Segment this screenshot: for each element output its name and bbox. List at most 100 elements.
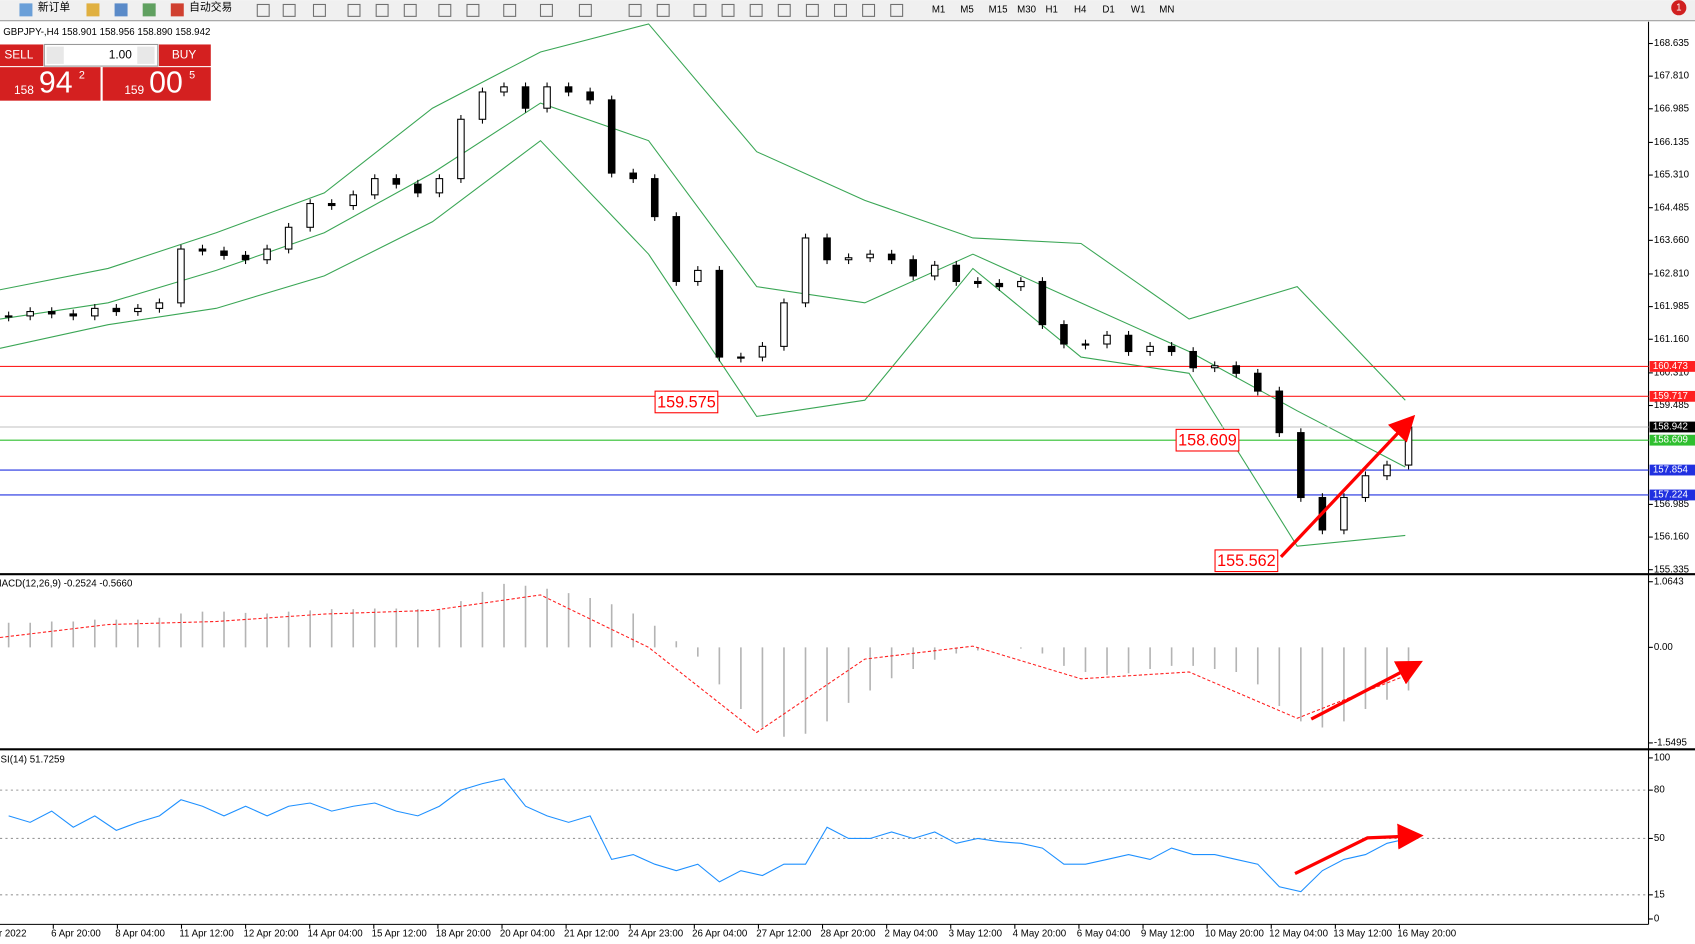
timeframe-button[interactable]: M30: [1017, 4, 1037, 15]
time-label: 10 May 20:00: [1205, 929, 1264, 940]
candle: [478, 91, 487, 120]
toolbar-icon[interactable]: [777, 3, 791, 17]
candle: [952, 264, 961, 283]
y-tick-label: 166.985: [1654, 103, 1689, 114]
toolbar-icon[interactable]: [862, 3, 876, 17]
toolbar-icon[interactable]: [749, 3, 763, 17]
time-label: 26 Apr 04:00: [692, 929, 748, 940]
notification-badge[interactable]: [1671, 0, 1687, 16]
timeframe-button[interactable]: MN: [1159, 4, 1174, 15]
timeframe-button[interactable]: W1: [1131, 4, 1146, 15]
candle: [1124, 334, 1133, 353]
new-order-button[interactable]: 新订单: [38, 0, 71, 14]
lots-increase[interactable]: [137, 46, 155, 64]
candle: [370, 178, 379, 196]
buy-label: BUY: [172, 47, 196, 61]
toolbar-icon[interactable]: [628, 3, 642, 17]
y-tick-label: 167.810: [1654, 71, 1690, 82]
buy-price[interactable]: [102, 67, 211, 101]
tool-icon[interactable]: [142, 3, 156, 17]
y-tick-label: 161.160: [1654, 334, 1690, 345]
candle: [1146, 345, 1154, 353]
toolbar-icon[interactable]: [403, 3, 417, 17]
timeframe-buttons: M1 M5 M15 M30 H1 H4 D1 W1 MN: [932, 4, 1175, 15]
timeframe-button[interactable]: D1: [1102, 4, 1114, 15]
lots-value[interactable]: 1.00: [109, 47, 133, 61]
y-tick-label: 163.660: [1654, 235, 1690, 246]
y-tick-label: 162.810: [1654, 269, 1690, 280]
candle: [69, 313, 78, 317]
tool-icon[interactable]: [86, 3, 100, 17]
badge-count: 1: [1676, 2, 1681, 13]
candle: [414, 183, 422, 194]
new-order-icon[interactable]: [19, 3, 33, 17]
buy-button[interactable]: [158, 44, 211, 67]
toolbar-icon[interactable]: [438, 3, 452, 17]
sell-button[interactable]: [0, 44, 44, 67]
candle: [844, 257, 853, 261]
candle: [1060, 324, 1068, 345]
time-label: Apr 2022: [0, 929, 26, 940]
price-tag-label: 158.609: [1653, 435, 1688, 446]
timeframe-button[interactable]: H1: [1046, 4, 1058, 15]
toolbar-icon[interactable]: [656, 3, 670, 17]
candle: [758, 345, 767, 358]
toolbar-icon[interactable]: [721, 3, 735, 17]
time-label: 13 May 12:00: [1333, 929, 1392, 940]
candle: [1297, 432, 1305, 499]
toolbar-icon[interactable]: [578, 3, 592, 17]
toolbar-icon[interactable]: [312, 3, 326, 17]
toolbar-icon[interactable]: [805, 3, 819, 17]
auto-trading-icon[interactable]: [170, 3, 184, 17]
lots-input[interactable]: [43, 43, 159, 67]
auto-trading-button[interactable]: 自动交易: [189, 0, 232, 14]
time-label: 12 Apr 20:00: [243, 929, 299, 940]
time-label: 28 Apr 20:00: [820, 929, 876, 940]
sell-price[interactable]: [0, 67, 101, 101]
candle: [909, 259, 917, 277]
candle: [435, 178, 444, 194]
toolbar-icon[interactable]: [466, 3, 480, 17]
toolbar-icon[interactable]: [282, 3, 296, 17]
candle: [887, 253, 896, 261]
candle: [780, 302, 788, 347]
toolbar-icon[interactable]: [503, 3, 517, 17]
candle: [4, 315, 13, 318]
timeframe-button[interactable]: H4: [1074, 4, 1087, 15]
tool-icon[interactable]: [114, 3, 128, 17]
toolbar-icon[interactable]: [833, 3, 847, 17]
toolbar-icon[interactable]: [539, 3, 553, 17]
time-label: 11 Apr 12:00: [179, 929, 234, 940]
timeframe-button[interactable]: M1: [932, 4, 946, 15]
candle: [629, 172, 637, 180]
time-label: 18 Apr 20:00: [436, 929, 492, 940]
ask-pips: 00: [149, 66, 183, 99]
time-label: 8 Apr 04:00: [115, 929, 165, 940]
one-click-panel: SELL 1.00 BUY 158 94 2 159 00 5: [0, 43, 211, 101]
timeframe-button[interactable]: M5: [960, 4, 974, 15]
candle: [392, 178, 401, 185]
macd-title: MACD(12,26,9) -0.2524 -0.5660: [0, 578, 133, 589]
time-label: 6 May 04:00: [1077, 929, 1131, 940]
toolbar-icon[interactable]: [890, 3, 904, 17]
candle: [263, 248, 271, 261]
y-tick-label: 160.310: [1654, 367, 1690, 378]
candle: [1017, 280, 1025, 288]
y-tick-label: 164.485: [1654, 202, 1689, 213]
trend-arrow: [1310, 660, 1423, 721]
sell-label: SELL: [4, 47, 33, 61]
toolbar-icon[interactable]: [347, 3, 361, 17]
timeframe-button[interactable]: M15: [989, 4, 1008, 15]
candle: [650, 178, 659, 218]
candle: [1340, 496, 1348, 531]
ask-big: 159: [124, 83, 144, 97]
y-tick-label: 165.310: [1654, 170, 1690, 181]
candle: [177, 248, 185, 304]
toolbar-icon[interactable]: [693, 3, 707, 17]
candle: [220, 250, 228, 256]
toolbar-icon[interactable]: [375, 3, 389, 17]
lots-decrease[interactable]: [46, 46, 64, 64]
toolbar-icons: [256, 3, 904, 17]
toolbar-icon[interactable]: [256, 3, 270, 17]
candle: [1189, 350, 1197, 369]
